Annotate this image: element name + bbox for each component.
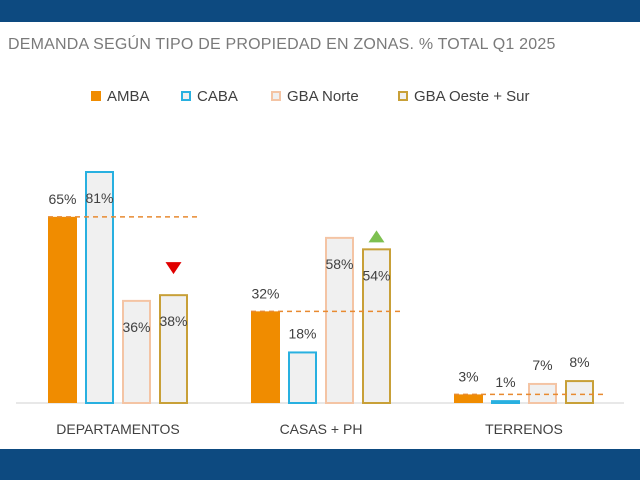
bar-caba-casas-ph — [288, 351, 317, 405]
legend-swatch-gba-norte — [271, 91, 281, 101]
data-label-gba-oeste-sur-departamentos: 38% — [159, 313, 187, 329]
data-label-gba-norte-departamentos: 36% — [122, 319, 150, 335]
data-label-gba-oeste-sur-casas-ph: 54% — [362, 267, 390, 283]
legend-item-amba: AMBA — [91, 86, 150, 106]
data-label-amba-casas-ph: 32% — [251, 285, 279, 301]
footer-band — [0, 449, 640, 480]
legend-label-gba-oeste-sur: GBA Oeste + Sur — [414, 87, 530, 105]
trend-down-marker-departamentos — [165, 262, 182, 275]
bar-gba-norte-departamentos — [122, 299, 151, 404]
bar-chart: 65% 81% 36% 38% DEPARTAMENTOS 32% 18% 58% 54% CAS… — [16, 171, 624, 437]
chart-title: DEMANDA SEGÚN TIPO DE PROPIEDAD EN ZONAS… — [8, 36, 556, 53]
bar-gba-oeste-sur-departamentos — [159, 294, 188, 404]
category-label-departamentos: DEPARTAMENTOS — [56, 421, 179, 437]
legend-item-gba-norte: GBA Norte — [271, 86, 359, 106]
header-band — [0, 0, 640, 22]
legend-item-caba: CABA — [181, 86, 238, 106]
data-label-gba-oeste-sur-terrenos: 8% — [569, 354, 589, 370]
data-label-amba-terrenos: 3% — [458, 368, 478, 384]
category-label-casas-ph: CASAS + PH — [280, 421, 363, 437]
bar-gba-norte-terrenos — [528, 382, 557, 405]
category-label-terrenos: TERRENOS — [485, 421, 563, 437]
bar-caba-departamentos — [85, 171, 114, 404]
data-label-gba-norte-terrenos: 7% — [532, 357, 552, 373]
legend-swatch-amba — [91, 91, 101, 101]
bar-amba-casas-ph — [251, 311, 280, 403]
legend-label-gba-norte: GBA Norte — [287, 87, 359, 105]
legend-label-caba: CABA — [197, 87, 238, 105]
bar-caba-terrenos — [491, 400, 520, 405]
bar-amba-terrenos — [454, 394, 483, 403]
data-label-gba-norte-casas-ph: 58% — [325, 256, 353, 272]
legend-label-amba: AMBA — [107, 87, 150, 105]
legend-swatch-caba — [181, 91, 191, 101]
data-label-caba-terrenos: 1% — [495, 374, 515, 390]
legend: AMBA CABA GBA Norte GBA Oeste + Sur — [0, 86, 640, 106]
bar-gba-norte-casas-ph — [325, 236, 354, 404]
trend-up-marker-casas-ph — [368, 230, 385, 243]
data-label-caba-casas-ph: 18% — [288, 325, 316, 341]
data-label-caba-departamentos: 81% — [85, 190, 113, 206]
data-label-amba-departamentos: 65% — [48, 191, 76, 207]
bar-gba-oeste-sur-terrenos — [565, 380, 594, 405]
legend-swatch-gba-oeste-sur — [398, 91, 408, 101]
legend-item-gba-oeste-sur: GBA Oeste + Sur — [398, 86, 529, 106]
bar-amba-departamentos — [48, 216, 77, 403]
bar-gba-oeste-sur-casas-ph — [362, 248, 391, 404]
